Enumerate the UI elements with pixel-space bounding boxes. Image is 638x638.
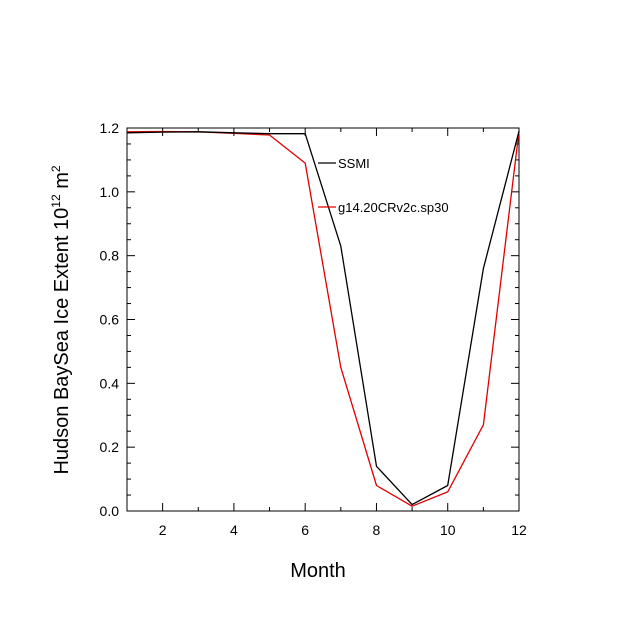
y-tick-label: 0.4 <box>100 375 120 391</box>
x-axis-ticks: 2 4 6 8 10 12 <box>126 128 527 538</box>
y-tick-label: 1.0 <box>100 184 120 200</box>
x-tick-label: 12 <box>511 522 527 538</box>
y-tick-label: 0.8 <box>100 248 120 264</box>
y-tick-label: 0.2 <box>100 439 120 455</box>
y-tick-label: 0.0 <box>100 503 120 519</box>
y-axis-label-exponent: 12 <box>49 194 63 208</box>
x-tick-label: 4 <box>230 522 238 538</box>
y-axis-label-unit-exponent: 2 <box>49 165 63 172</box>
x-tick-label: 6 <box>301 522 309 538</box>
series-line-g14-20crv2c-sp30 <box>126 130 520 507</box>
x-tick-label: 10 <box>440 522 456 538</box>
legend-label: g14.20CRv2c.sp30 <box>338 200 449 215</box>
y-axis-label-main: Hudson BaySea Ice Extent 10 <box>51 208 73 475</box>
y-axis-ticks: 0.0 0.2 0.4 0.6 0.8 1.0 1.2 <box>100 120 519 519</box>
y-axis-label-unit: m <box>51 172 73 194</box>
y-tick-label: 0.6 <box>100 312 120 328</box>
legend: SSMI g14.20CRv2c.sp30 <box>318 156 449 215</box>
plot-frame <box>126 127 520 512</box>
y-tick-label: 1.2 <box>100 120 120 136</box>
series-lines <box>126 130 520 507</box>
legend-label: SSMI <box>338 156 370 171</box>
x-tick-label: 2 <box>159 522 167 538</box>
series-line-ssmi <box>126 131 520 506</box>
y-axis-label: Hudson BaySea Ice Extent 1012 m2 <box>49 165 73 474</box>
x-axis-label: Month <box>290 560 346 582</box>
x-tick-label: 8 <box>373 522 381 538</box>
